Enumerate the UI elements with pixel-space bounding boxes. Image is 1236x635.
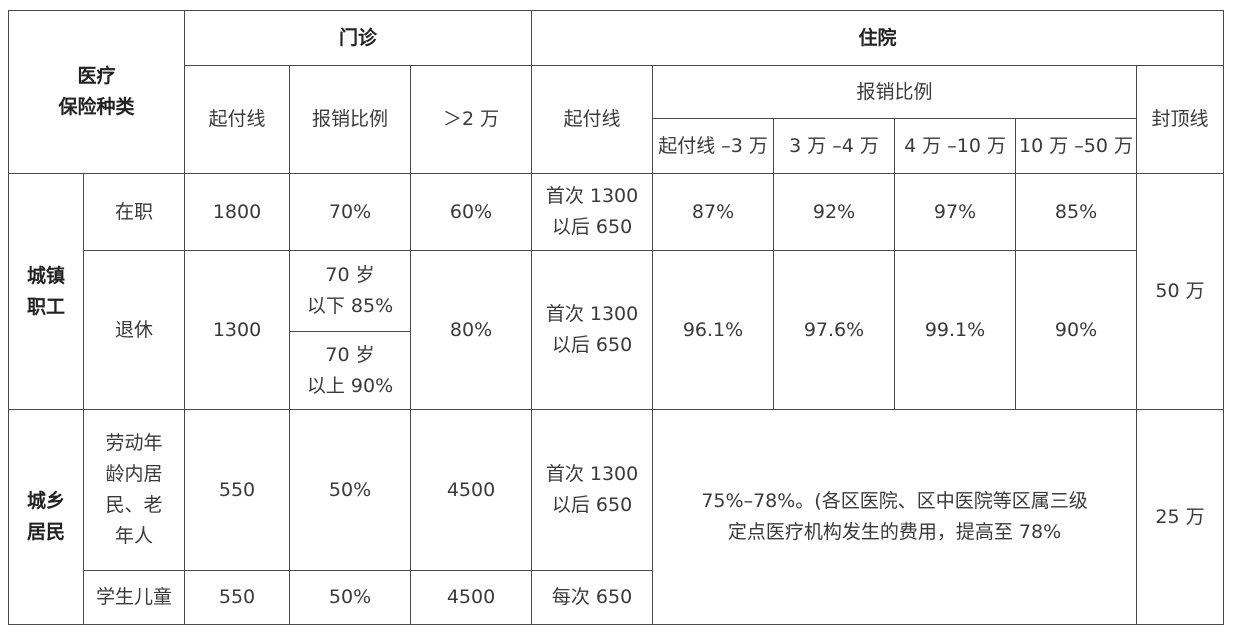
retired-band2: 97.6%: [773, 250, 896, 410]
resident-working-op-deductible: 550: [184, 409, 291, 571]
band4-header: 10 万 –50 万: [1015, 118, 1138, 174]
employed-op-over2w: 60%: [410, 173, 533, 251]
student-category: 学生儿童: [82, 570, 186, 625]
employed-op-ratio: 70%: [289, 173, 412, 251]
retired-op-deductible: 1300: [184, 250, 291, 410]
retired-ip-deductible: 首次 1300 以后 650: [531, 250, 654, 410]
employed-band1: 87%: [652, 173, 775, 251]
ip-deductible-header: 起付线: [531, 65, 654, 174]
insurance-type-header: 医疗 保险种类: [7, 10, 186, 174]
band2-header: 3 万 –4 万: [773, 118, 896, 174]
cap-header: 封顶线: [1136, 65, 1225, 174]
retired-band4: 90%: [1015, 250, 1138, 410]
outpatient-header: 门诊: [184, 10, 533, 66]
resident-working-ip-deductible: 首次 1300 以后 650: [531, 409, 654, 571]
resident-cap: 25 万: [1136, 409, 1225, 625]
employed-category: 在职: [82, 173, 186, 251]
employed-band2: 92%: [773, 173, 896, 251]
urban-rural-group: 城乡 居民: [8, 409, 84, 625]
student-op-deductible: 550: [184, 570, 291, 625]
retired-op-over2w: 80%: [410, 250, 533, 410]
op-deductible-header: 起付线: [184, 65, 291, 174]
urban-employee-group: 城镇 职工: [8, 173, 84, 410]
employed-band3: 97%: [894, 173, 1017, 251]
reimbursement-ratio-header: 报销比例: [652, 65, 1138, 119]
retired-op-ratio-over70: 70 岁 以上 90%: [289, 331, 412, 410]
band1-header: 起付线 –3 万: [652, 118, 775, 174]
employed-band4: 85%: [1015, 173, 1138, 251]
retired-band3: 99.1%: [894, 250, 1017, 410]
band3-header: 4 万 –10 万: [894, 118, 1017, 174]
op-ratio-header: 报销比例: [289, 65, 412, 174]
resident-working-op-ratio: 50%: [289, 409, 412, 571]
student-ip-deductible: 每次 650: [531, 570, 654, 625]
resident-working-category: 劳动年 龄内居 民、老 年人: [82, 409, 186, 571]
insurance-table: 医疗 保险种类 门诊 住院 起付线 报销比例 ＞2 万 起付线 报销比例 封顶线…: [7, 10, 1225, 625]
employed-ip-deductible: 首次 1300 以后 650: [531, 173, 654, 251]
student-op-ratio: 50%: [289, 570, 412, 625]
employed-op-deductible: 1800: [184, 173, 291, 251]
op-over2w-header: ＞2 万: [410, 65, 533, 174]
retired-op-ratio-under70: 70 岁 以下 85%: [289, 250, 412, 332]
resident-working-op-over2w: 4500: [410, 409, 533, 571]
employee-cap: 50 万: [1136, 173, 1225, 410]
resident-ratio-note: 75%–78%。(各区医院、区中医院等区属三级 定点医疗机构发生的费用，提高至 …: [652, 409, 1138, 625]
retired-category: 退休: [82, 250, 186, 410]
inpatient-header: 住院: [531, 10, 1225, 66]
student-op-over2w: 4500: [410, 570, 533, 625]
retired-band1: 96.1%: [652, 250, 775, 410]
